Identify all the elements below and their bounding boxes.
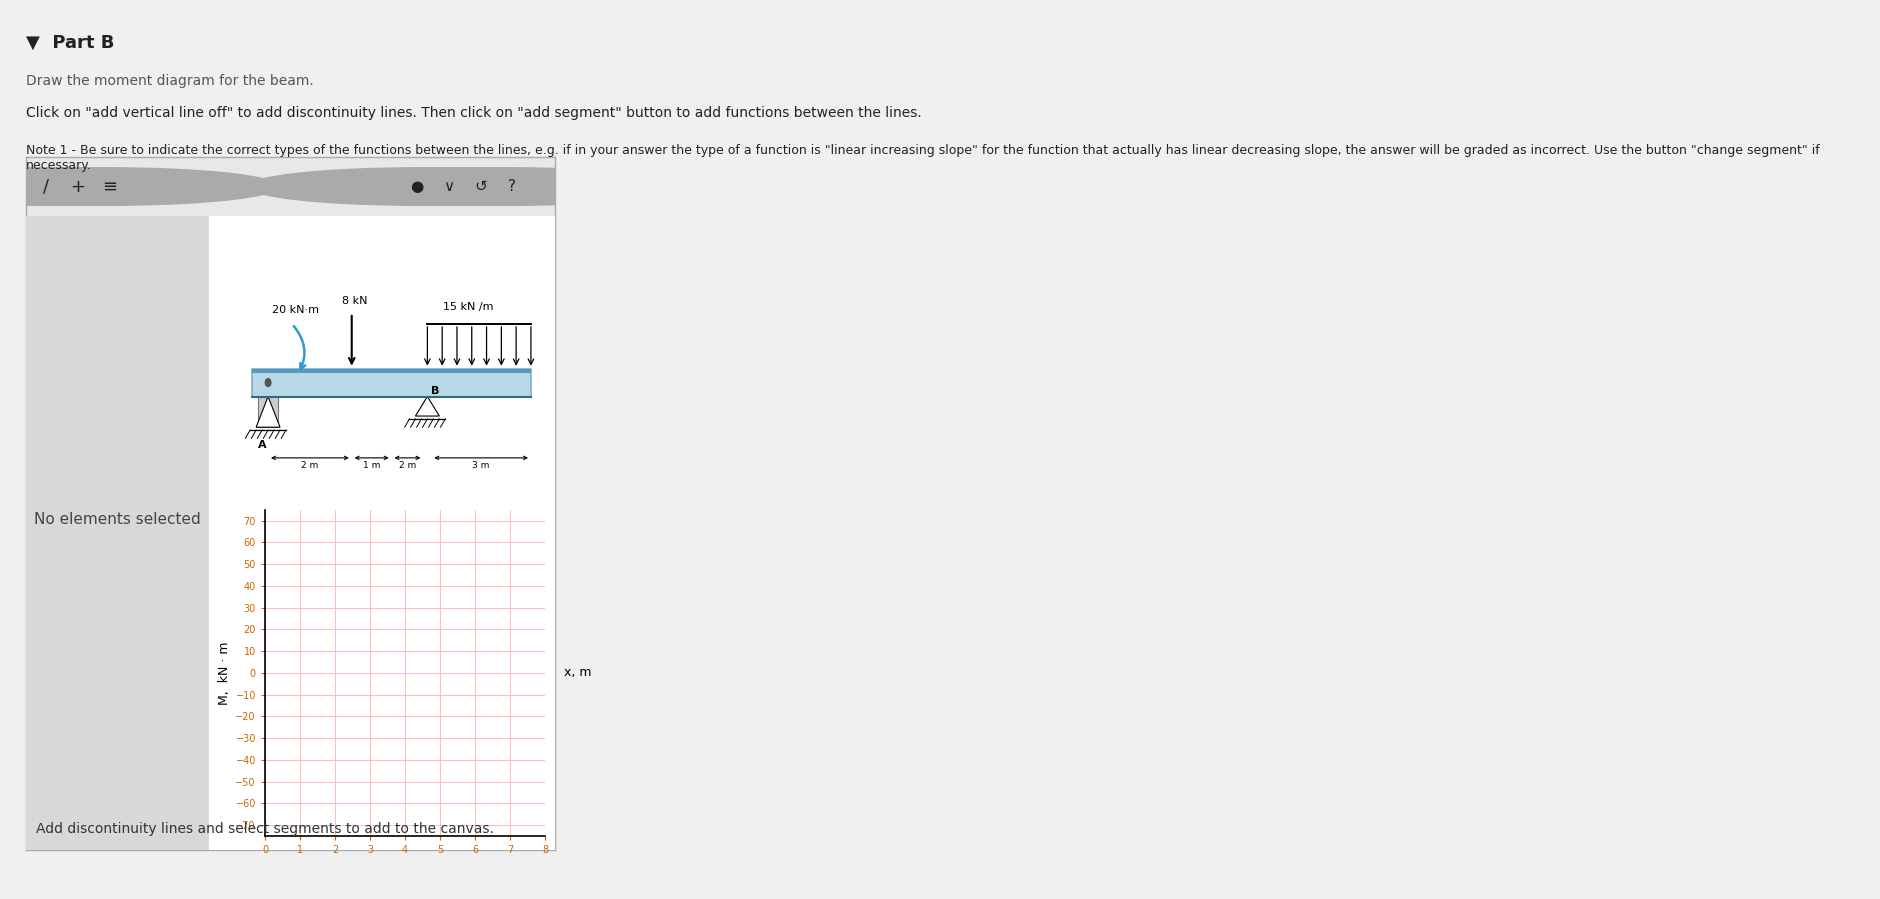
Circle shape	[0, 168, 216, 205]
Text: B: B	[431, 386, 440, 396]
Circle shape	[280, 168, 619, 205]
Text: ?: ?	[508, 179, 517, 194]
Text: 1 m: 1 m	[363, 461, 380, 470]
Text: 2 m: 2 m	[301, 461, 318, 470]
Text: ∕: ∕	[43, 177, 49, 196]
Text: ↺: ↺	[474, 179, 487, 194]
Y-axis label: M,  kN · m: M, kN · m	[218, 641, 231, 705]
Text: 15 kN /m: 15 kN /m	[444, 302, 494, 312]
Circle shape	[0, 168, 278, 205]
Text: Draw the moment diagram for the beam.: Draw the moment diagram for the beam.	[26, 74, 314, 88]
Polygon shape	[415, 396, 440, 416]
Text: +: +	[71, 177, 86, 196]
FancyBboxPatch shape	[252, 369, 530, 373]
FancyBboxPatch shape	[252, 369, 530, 396]
Circle shape	[344, 168, 681, 205]
Text: No elements selected: No elements selected	[34, 512, 201, 528]
Circle shape	[312, 168, 650, 205]
Polygon shape	[256, 396, 280, 427]
Circle shape	[0, 168, 246, 205]
Text: Note 1 - Be sure to indicate the correct types of the functions between the line: Note 1 - Be sure to indicate the correct…	[26, 144, 1820, 172]
Text: Add discontinuity lines and select segments to add to the canvas.: Add discontinuity lines and select segme…	[36, 822, 494, 836]
Text: A: A	[258, 440, 267, 450]
Text: ▼  Part B: ▼ Part B	[26, 34, 115, 52]
Text: 2 m: 2 m	[399, 461, 415, 470]
Text: ≡: ≡	[102, 177, 117, 196]
Text: ●: ●	[410, 179, 423, 194]
Circle shape	[248, 168, 587, 205]
Text: x, m: x, m	[564, 666, 592, 680]
Text: Click on "add vertical line off" to add discontinuity lines. Then click on "add : Click on "add vertical line off" to add …	[26, 106, 921, 120]
Circle shape	[265, 378, 271, 387]
Text: 8 kN: 8 kN	[342, 297, 367, 307]
Text: 20 kN·m: 20 kN·m	[273, 305, 320, 315]
Text: ∨: ∨	[444, 179, 455, 194]
FancyBboxPatch shape	[258, 396, 278, 427]
Text: 3 m: 3 m	[472, 461, 491, 470]
